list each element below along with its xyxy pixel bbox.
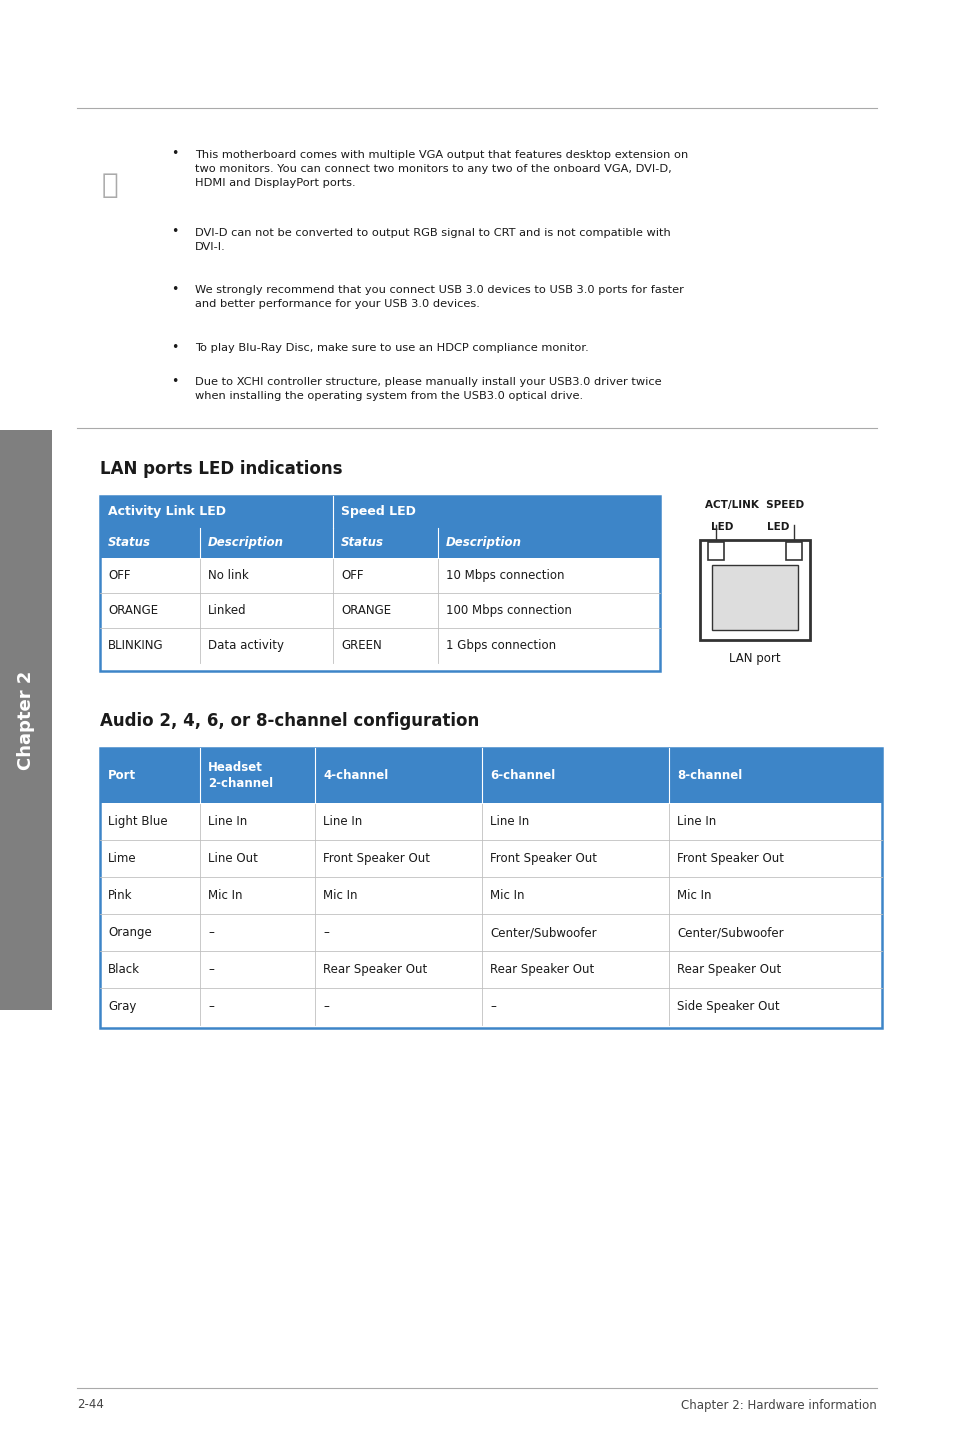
Text: To play Blu-Ray Disc, make sure to use an HDCP compliance monitor.: To play Blu-Ray Disc, make sure to use a… — [194, 344, 588, 352]
Text: OFF: OFF — [108, 569, 131, 582]
Text: •: • — [172, 341, 178, 354]
Text: Audio 2, 4, 6, or 8-channel configuration: Audio 2, 4, 6, or 8-channel configuratio… — [100, 712, 478, 731]
Text: Due to XCHI controller structure, please manually install your USB3.0 driver twi: Due to XCHI controller structure, please… — [194, 377, 661, 401]
Bar — [707, 542, 723, 559]
Text: LED: LED — [766, 522, 788, 532]
Text: Side Speaker Out: Side Speaker Out — [677, 999, 779, 1012]
Text: Line In: Line In — [490, 815, 529, 828]
Text: Mic In: Mic In — [490, 889, 524, 902]
Text: DVI-D can not be converted to output RGB signal to CRT and is not compatible wit: DVI-D can not be converted to output RGB… — [194, 229, 670, 252]
Text: Data activity: Data activity — [208, 638, 284, 651]
Bar — [711, 565, 797, 630]
Text: We strongly recommend that you connect USB 3.0 devices to USB 3.0 ports for fast: We strongly recommend that you connect U… — [194, 285, 683, 309]
Text: LED: LED — [710, 522, 733, 532]
Text: GREEN: GREEN — [340, 638, 381, 651]
Text: –: – — [208, 963, 213, 976]
Text: –: – — [490, 999, 496, 1012]
Text: Mic In: Mic In — [677, 889, 711, 902]
Text: Linked: Linked — [208, 604, 247, 617]
Text: Line In: Line In — [323, 815, 362, 828]
Text: Gray: Gray — [108, 999, 136, 1012]
Text: Mic In: Mic In — [208, 889, 242, 902]
Bar — [668, 748, 882, 802]
Text: •: • — [172, 282, 178, 295]
Text: Line In: Line In — [208, 815, 247, 828]
Text: Activity Link LED: Activity Link LED — [108, 506, 226, 519]
Text: Light Blue: Light Blue — [108, 815, 168, 828]
Bar — [785, 542, 801, 559]
Text: Speed LED: Speed LED — [340, 506, 416, 519]
Bar — [437, 528, 659, 558]
Text: 2-44: 2-44 — [77, 1399, 104, 1412]
Text: ORANGE: ORANGE — [108, 604, 158, 617]
Text: Rear Speaker Out: Rear Speaker Out — [490, 963, 594, 976]
Bar — [333, 528, 437, 558]
Text: Line Out: Line Out — [208, 851, 257, 866]
Bar — [314, 748, 481, 802]
Text: BLINKING: BLINKING — [108, 638, 164, 651]
Text: •: • — [172, 374, 178, 387]
Text: LAN ports LED indications: LAN ports LED indications — [100, 460, 342, 477]
Text: 10 Mbps connection: 10 Mbps connection — [446, 569, 564, 582]
Text: No link: No link — [208, 569, 249, 582]
Text: Front Speaker Out: Front Speaker Out — [677, 851, 783, 866]
Bar — [0, 430, 52, 1009]
Bar — [333, 496, 659, 528]
Text: Description: Description — [446, 536, 521, 549]
Text: ORANGE: ORANGE — [340, 604, 391, 617]
Text: –: – — [208, 926, 213, 939]
Text: Black: Black — [108, 963, 140, 976]
Text: Status: Status — [108, 536, 151, 549]
Text: This motherboard comes with multiple VGA output that features desktop extension : This motherboard comes with multiple VGA… — [194, 150, 687, 188]
Bar — [100, 496, 333, 528]
Text: OFF: OFF — [340, 569, 363, 582]
Text: Center/Subwoofer: Center/Subwoofer — [677, 926, 782, 939]
Text: Center/Subwoofer: Center/Subwoofer — [490, 926, 596, 939]
Text: •: • — [172, 226, 178, 239]
Text: Headset
2-channel: Headset 2-channel — [208, 761, 273, 789]
Text: Status: Status — [340, 536, 384, 549]
Text: Pink: Pink — [108, 889, 132, 902]
Text: 1 Gbps connection: 1 Gbps connection — [446, 638, 556, 651]
Text: Port: Port — [108, 769, 136, 782]
Text: Description: Description — [208, 536, 284, 549]
Text: ✋: ✋ — [102, 171, 118, 198]
Text: Mic In: Mic In — [323, 889, 357, 902]
Text: 100 Mbps connection: 100 Mbps connection — [446, 604, 571, 617]
Text: Front Speaker Out: Front Speaker Out — [323, 851, 430, 866]
Bar — [700, 541, 809, 640]
Text: Rear Speaker Out: Rear Speaker Out — [677, 963, 781, 976]
Text: –: – — [208, 999, 213, 1012]
Bar — [100, 528, 200, 558]
Bar — [200, 748, 314, 802]
Bar — [100, 748, 200, 802]
Text: 4-channel: 4-channel — [323, 769, 388, 782]
Bar — [481, 748, 668, 802]
Text: Lime: Lime — [108, 851, 136, 866]
Text: Chapter 2: Hardware information: Chapter 2: Hardware information — [680, 1399, 876, 1412]
Text: 6-channel: 6-channel — [490, 769, 555, 782]
Text: ACT/LINK  SPEED: ACT/LINK SPEED — [704, 500, 803, 510]
Text: Front Speaker Out: Front Speaker Out — [490, 851, 597, 866]
Text: Chapter 2: Chapter 2 — [17, 670, 35, 769]
Bar — [200, 528, 333, 558]
Text: Orange: Orange — [108, 926, 152, 939]
Text: LAN port: LAN port — [728, 651, 780, 664]
Bar — [100, 748, 882, 1028]
Text: •: • — [172, 148, 178, 161]
Text: Line In: Line In — [677, 815, 716, 828]
Text: 8-channel: 8-channel — [677, 769, 741, 782]
Text: Rear Speaker Out: Rear Speaker Out — [323, 963, 427, 976]
Text: –: – — [323, 999, 329, 1012]
Bar — [100, 496, 659, 672]
Text: –: – — [323, 926, 329, 939]
